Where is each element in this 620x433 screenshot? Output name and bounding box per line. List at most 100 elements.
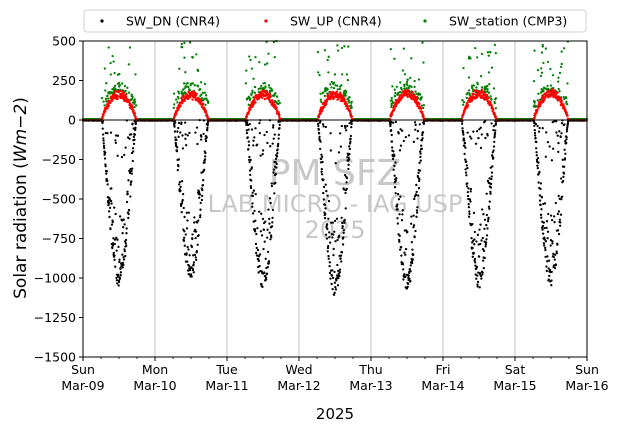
sw-dn-point <box>484 241 488 244</box>
sw-station-point <box>323 49 327 52</box>
sw-dn-point <box>325 237 329 240</box>
sw-up-point <box>114 90 118 93</box>
sw-dn-point <box>122 226 125 229</box>
sw-dn-point <box>333 270 336 273</box>
sw-dn-point <box>323 217 327 220</box>
sw-dn-point <box>203 161 206 164</box>
sw-dn-point <box>393 181 396 184</box>
sw-up-point <box>245 115 249 118</box>
sw-station-point <box>466 91 469 95</box>
sw-up-point <box>271 99 274 102</box>
sw-up-point <box>261 89 264 92</box>
sw-up-point <box>420 107 423 110</box>
sw-station-point <box>327 55 330 58</box>
sw-station-point <box>248 55 251 58</box>
sw-dn-point <box>204 151 207 155</box>
sw-dn-point <box>121 261 125 264</box>
sw-dn-point <box>178 180 182 184</box>
sw-station-point <box>274 92 277 95</box>
sw-dn-point <box>335 217 339 220</box>
sw-station-point <box>422 61 425 64</box>
sw-station-point <box>185 85 188 88</box>
sw-station-point <box>109 61 112 65</box>
sw-dn-point <box>194 230 198 233</box>
sw-station-point <box>333 73 337 76</box>
sw-station-point <box>462 66 465 70</box>
sw-dn-point <box>349 137 352 140</box>
sw-station-point <box>417 78 421 81</box>
sw-dn-point <box>421 131 425 134</box>
sw-up-point <box>182 94 185 97</box>
sw-dn-point <box>261 285 264 288</box>
sw-dn-point <box>342 236 345 239</box>
sw-dn-point <box>198 215 202 219</box>
sw-dn-point <box>478 228 481 231</box>
sw-dn-point <box>265 272 269 275</box>
sw-dn-point <box>485 213 489 217</box>
sw-dn-point <box>186 260 189 263</box>
sw-dn-point <box>115 236 118 240</box>
sw-dn-point <box>480 133 483 136</box>
sw-dn-point <box>272 171 275 174</box>
sw-dn-point <box>249 185 252 188</box>
sw-station-point <box>480 52 484 56</box>
sw-station-point <box>479 75 483 78</box>
sw-dn-point <box>133 138 136 141</box>
sw-dn-point <box>131 159 134 163</box>
sw-dn-point <box>466 194 470 198</box>
sw-dn-point <box>418 179 421 183</box>
sw-dn-point <box>255 232 258 236</box>
sw-station-point <box>486 90 489 93</box>
sw-dn-point <box>109 199 113 203</box>
sw-up-point <box>101 116 104 120</box>
sw-dn-point <box>202 132 205 136</box>
sw-dn-point <box>326 227 329 231</box>
sw-up-point <box>392 109 396 112</box>
sw-up-point <box>393 107 396 110</box>
sw-station-point <box>104 89 107 92</box>
sw-dn-point <box>486 220 490 223</box>
sw-station-point <box>323 94 327 97</box>
sw-dn-point <box>206 126 209 129</box>
sw-dn-point <box>254 242 258 246</box>
sw-dn-point <box>132 135 135 139</box>
sw-dn-point <box>398 149 402 152</box>
sw-up-point <box>118 90 121 93</box>
sw-station-point <box>178 67 181 70</box>
sw-dn-point <box>275 155 279 158</box>
sw-station-point <box>251 89 254 92</box>
sw-station-point <box>182 82 186 85</box>
sw-dn-point <box>420 138 424 142</box>
sw-dn-point <box>322 198 325 201</box>
sw-dn-point <box>106 183 109 186</box>
sw-dn-point <box>334 288 338 291</box>
sw-station-point <box>490 98 493 101</box>
sw-dn-point <box>417 187 421 190</box>
sw-dn-point <box>270 235 273 239</box>
sw-dn-point <box>400 246 403 249</box>
sw-station-point <box>128 46 132 49</box>
sw-dn-point <box>406 285 409 289</box>
sw-dn-point <box>409 270 412 273</box>
sw-station-point <box>465 96 468 100</box>
sw-station-point <box>389 48 392 51</box>
sw-dn-point <box>114 212 117 216</box>
sw-dn-point <box>106 179 109 183</box>
sw-dn-point <box>416 206 419 209</box>
sw-dn-point <box>184 133 187 136</box>
sw-dn-point <box>246 121 249 125</box>
sw-dn-point <box>412 140 415 143</box>
sw-station-point <box>470 86 474 89</box>
sw-station-point <box>204 94 208 97</box>
sw-station-point <box>403 83 406 86</box>
sw-dn-point <box>260 283 263 286</box>
sw-dn-point <box>477 255 481 258</box>
sw-up-point <box>261 96 264 99</box>
sw-dn-point <box>488 177 491 180</box>
sw-up-point <box>339 92 342 95</box>
sw-station-point <box>474 46 477 50</box>
sw-dn-point <box>105 170 109 173</box>
sw-dn-point <box>116 238 119 241</box>
sw-station-point <box>102 100 105 103</box>
sw-station-point <box>204 103 207 106</box>
